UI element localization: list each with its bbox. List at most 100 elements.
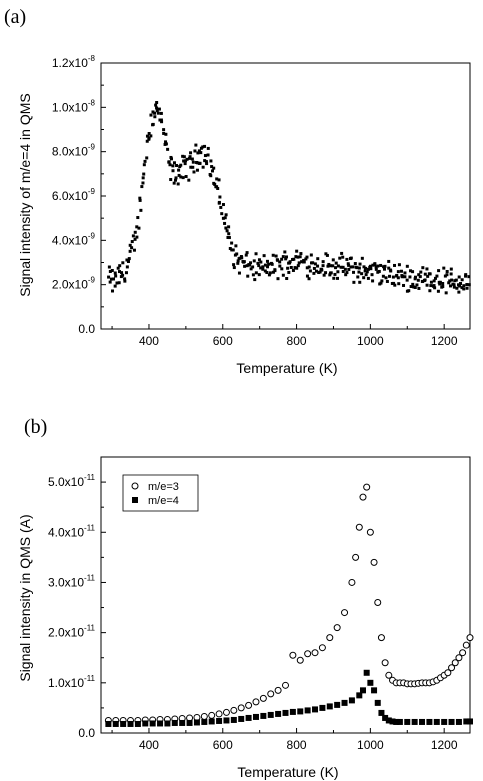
data-point (385, 279, 389, 283)
data-point-m/e=4 (245, 714, 252, 721)
data-point (275, 258, 279, 262)
data-point (421, 279, 425, 283)
data-point-m/e=4 (356, 692, 363, 699)
data-point (369, 267, 373, 271)
data-point (203, 144, 207, 148)
data-point (322, 273, 326, 277)
data-point (182, 155, 186, 159)
data-point-m/e=3 (282, 681, 289, 689)
data-point (324, 271, 328, 275)
data-point-m/e=3 (318, 644, 326, 652)
data-point (414, 275, 418, 279)
data-point (393, 263, 397, 267)
data-point (280, 257, 284, 261)
x-tick-label: 1000 (357, 334, 384, 348)
data-point-m/e=4 (208, 718, 215, 725)
data-point-m/e=3 (259, 694, 267, 702)
data-point (292, 257, 296, 261)
data-point (283, 250, 287, 254)
data-point (419, 270, 423, 274)
data-point (128, 249, 132, 253)
data-point-m/e=4 (433, 718, 440, 725)
data-point (160, 120, 164, 124)
data-point-m/e=3 (462, 641, 470, 649)
data-point (346, 262, 350, 266)
data-point (108, 269, 112, 273)
data-point (426, 274, 430, 278)
data-point-m/e=3 (455, 654, 463, 662)
panel-a-label: (a) (4, 6, 26, 28)
x-tick-label: 400 (139, 334, 159, 348)
plot-area-b: 400 600 800 1000 1200 0.0 1.0x10-11 2.0x10-11 3.… (48, 456, 474, 752)
data-point (169, 178, 173, 182)
data-point (396, 270, 400, 274)
data-point (234, 244, 238, 248)
x-tick-label: 800 (287, 334, 307, 348)
data-point (327, 262, 331, 266)
data-point-m/e=3 (451, 659, 459, 667)
data-point (196, 151, 200, 155)
data-point (295, 249, 299, 253)
data-point-m/e=3 (355, 523, 363, 531)
data-point (244, 253, 248, 257)
data-point-m/e=3 (381, 659, 389, 667)
data-point (215, 177, 219, 181)
data-point (256, 261, 260, 265)
data-point (114, 274, 118, 278)
data-point (443, 274, 447, 278)
data-point (218, 195, 222, 199)
y-tick-label: 1.2x10-8 (52, 54, 96, 70)
legend: m/e=3 m/e=4 (122, 474, 199, 512)
data-point (448, 279, 452, 283)
data-point (210, 169, 214, 173)
data-point (232, 263, 236, 267)
data-point (355, 266, 359, 270)
data-point (387, 259, 391, 263)
data-point-m/e=4 (371, 687, 378, 694)
data-point-m/e=4 (334, 701, 341, 708)
data-point (321, 260, 325, 264)
data-point (113, 271, 117, 275)
data-point (464, 274, 468, 278)
series-layer (104, 483, 474, 727)
data-point-m/e=4 (374, 699, 381, 706)
data-point (238, 256, 242, 260)
data-point (118, 264, 122, 268)
data-point (467, 275, 471, 279)
data-point (467, 283, 471, 287)
data-point (261, 267, 265, 271)
data-point-m/e=4 (164, 720, 171, 727)
data-point-m/e=4 (282, 709, 289, 716)
data-point (409, 269, 413, 273)
data-point (441, 284, 445, 288)
data-point (135, 225, 139, 229)
data-point (452, 283, 456, 287)
data-point (380, 279, 384, 283)
data-point (247, 263, 251, 267)
data-point (210, 165, 214, 169)
data-point (347, 267, 351, 271)
data-point (251, 273, 255, 277)
data-point (199, 151, 203, 155)
data-point (403, 271, 407, 275)
data-point (149, 113, 153, 117)
data-point (174, 178, 178, 182)
data-point (257, 264, 261, 268)
data-point (215, 185, 219, 189)
data-point (174, 176, 178, 180)
data-point (336, 264, 340, 268)
data-point (162, 131, 166, 135)
legend-marker-m3 (131, 482, 139, 490)
data-point-m/e=4 (404, 718, 411, 725)
data-point-m/e=4 (260, 712, 267, 719)
data-point (188, 155, 192, 159)
data-point (168, 163, 172, 167)
data-point (156, 111, 160, 115)
data-point (227, 225, 231, 229)
data-point (153, 111, 157, 115)
data-point (117, 281, 121, 285)
data-point (399, 269, 403, 273)
data-point (145, 156, 149, 160)
data-point (314, 269, 318, 273)
data-point (179, 163, 183, 167)
